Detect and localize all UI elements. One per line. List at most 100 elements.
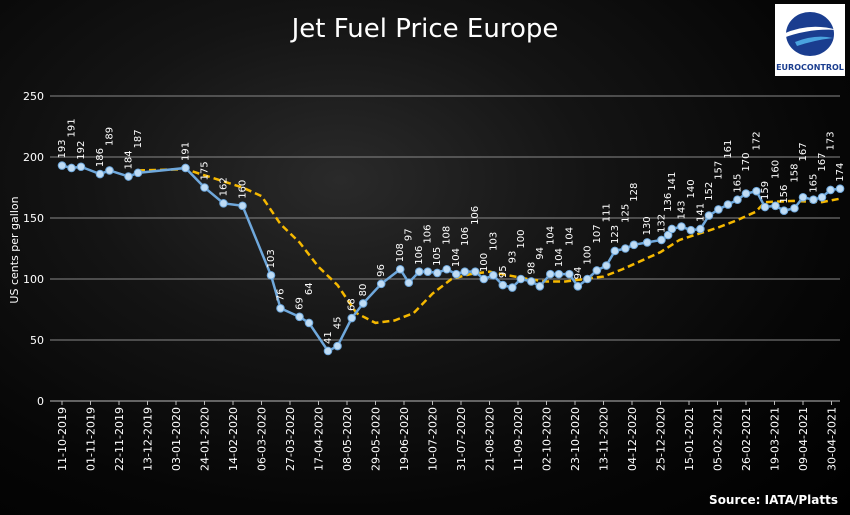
price-point bbox=[602, 261, 611, 270]
data-label: 98 bbox=[526, 262, 537, 275]
y-tick-label: 50 bbox=[30, 334, 44, 347]
y-tick-label: 200 bbox=[23, 151, 44, 164]
price-point bbox=[741, 189, 751, 198]
price-point bbox=[554, 269, 564, 279]
x-tick-label: 15-01-2021 bbox=[683, 407, 696, 471]
data-label: 136 bbox=[663, 193, 674, 212]
x-tick-label: 27-03-2020 bbox=[284, 407, 297, 471]
price-point bbox=[667, 224, 677, 234]
data-label: 160 bbox=[238, 180, 249, 199]
data-label: 108 bbox=[442, 226, 453, 245]
price-point bbox=[67, 163, 76, 173]
price-point bbox=[200, 183, 209, 192]
data-label: 173 bbox=[826, 131, 837, 150]
chart-title: Jet Fuel Price Europe bbox=[291, 14, 559, 44]
price-point bbox=[479, 274, 489, 284]
data-label: 158 bbox=[789, 163, 800, 182]
data-label: 192 bbox=[76, 141, 87, 160]
x-tick-label: 06-03-2020 bbox=[256, 407, 269, 471]
data-label: 175 bbox=[200, 161, 211, 180]
price-point bbox=[347, 313, 357, 323]
price-point bbox=[323, 346, 333, 356]
x-tick-label: 31-07-2020 bbox=[455, 407, 468, 471]
x-tick-label: 19-06-2020 bbox=[398, 407, 411, 471]
x-tick-label: 11-10-2019 bbox=[56, 407, 69, 471]
data-label: 191 bbox=[67, 118, 78, 137]
data-label: 170 bbox=[741, 153, 752, 172]
price-point bbox=[677, 222, 686, 231]
x-tick-label: 25-12-2020 bbox=[655, 407, 668, 471]
price-point bbox=[771, 201, 780, 211]
moving-average-line bbox=[137, 167, 842, 325]
data-label: 159 bbox=[760, 181, 771, 200]
price-point bbox=[295, 312, 304, 322]
eurocontrol-logo: EUROCONTROL bbox=[775, 4, 845, 76]
x-tick-label: 24-01-2020 bbox=[199, 407, 212, 471]
price-point bbox=[835, 184, 845, 194]
price-point bbox=[57, 161, 67, 170]
price-point bbox=[583, 274, 592, 284]
logo-swoosh-icon bbox=[783, 12, 837, 56]
x-tick-label: 23-10-2020 bbox=[569, 407, 582, 471]
price-point bbox=[508, 283, 517, 292]
data-label: 167 bbox=[798, 142, 809, 161]
price-point bbox=[276, 303, 285, 313]
data-label: 174 bbox=[835, 163, 846, 182]
price-point bbox=[790, 203, 799, 213]
y-tick-label: 100 bbox=[23, 273, 44, 286]
data-label: 94 bbox=[535, 247, 546, 260]
data-label: 106 bbox=[423, 224, 434, 243]
price-point bbox=[219, 199, 228, 208]
data-label: 157 bbox=[713, 161, 724, 180]
data-label: 152 bbox=[704, 182, 715, 201]
data-label: 64 bbox=[304, 282, 315, 295]
data-label: 104 bbox=[554, 248, 565, 267]
price-point bbox=[395, 264, 405, 274]
data-label: 103 bbox=[266, 249, 277, 268]
data-label: 161 bbox=[723, 140, 734, 159]
price-point bbox=[266, 271, 276, 280]
price-point bbox=[546, 269, 555, 279]
price-point bbox=[333, 341, 342, 351]
data-label: 186 bbox=[95, 148, 106, 167]
data-label: 193 bbox=[57, 139, 68, 158]
data-label: 111 bbox=[601, 203, 612, 222]
x-tick-label: 30-04-2021 bbox=[826, 407, 839, 471]
data-label: 107 bbox=[592, 224, 603, 243]
data-label: 160 bbox=[770, 160, 781, 179]
data-label: 104 bbox=[564, 227, 575, 246]
data-label: 140 bbox=[686, 179, 697, 198]
data-label: 93 bbox=[507, 251, 518, 264]
price-point bbox=[133, 168, 143, 178]
price-point bbox=[535, 282, 545, 291]
price-point bbox=[95, 169, 105, 179]
price-point bbox=[470, 267, 480, 276]
data-label: 106 bbox=[460, 227, 471, 246]
price-point bbox=[376, 279, 386, 289]
source-note: Source: IATA/Platts bbox=[709, 493, 838, 507]
data-label: 104 bbox=[451, 248, 462, 267]
y-tick-label: 150 bbox=[23, 212, 44, 225]
data-label: 123 bbox=[610, 225, 621, 244]
data-label: 156 bbox=[779, 185, 790, 204]
price-point bbox=[181, 163, 190, 173]
price-point bbox=[404, 278, 414, 287]
price-point bbox=[629, 240, 639, 250]
data-label: 130 bbox=[642, 216, 653, 235]
price-point bbox=[809, 195, 818, 204]
data-label: 132 bbox=[656, 214, 667, 233]
logo-text: EUROCONTROL bbox=[776, 63, 844, 72]
x-tick-label: 26-02-2021 bbox=[740, 407, 753, 471]
price-point bbox=[414, 267, 424, 276]
data-label: 143 bbox=[676, 200, 687, 219]
data-label: 96 bbox=[376, 264, 387, 277]
price-point bbox=[358, 299, 368, 308]
data-label: 76 bbox=[276, 289, 287, 302]
price-point bbox=[817, 192, 827, 202]
data-label: 191 bbox=[181, 142, 192, 161]
price-point bbox=[498, 280, 508, 290]
price-point bbox=[657, 235, 666, 245]
price-point bbox=[124, 172, 133, 181]
price-point bbox=[723, 200, 733, 209]
